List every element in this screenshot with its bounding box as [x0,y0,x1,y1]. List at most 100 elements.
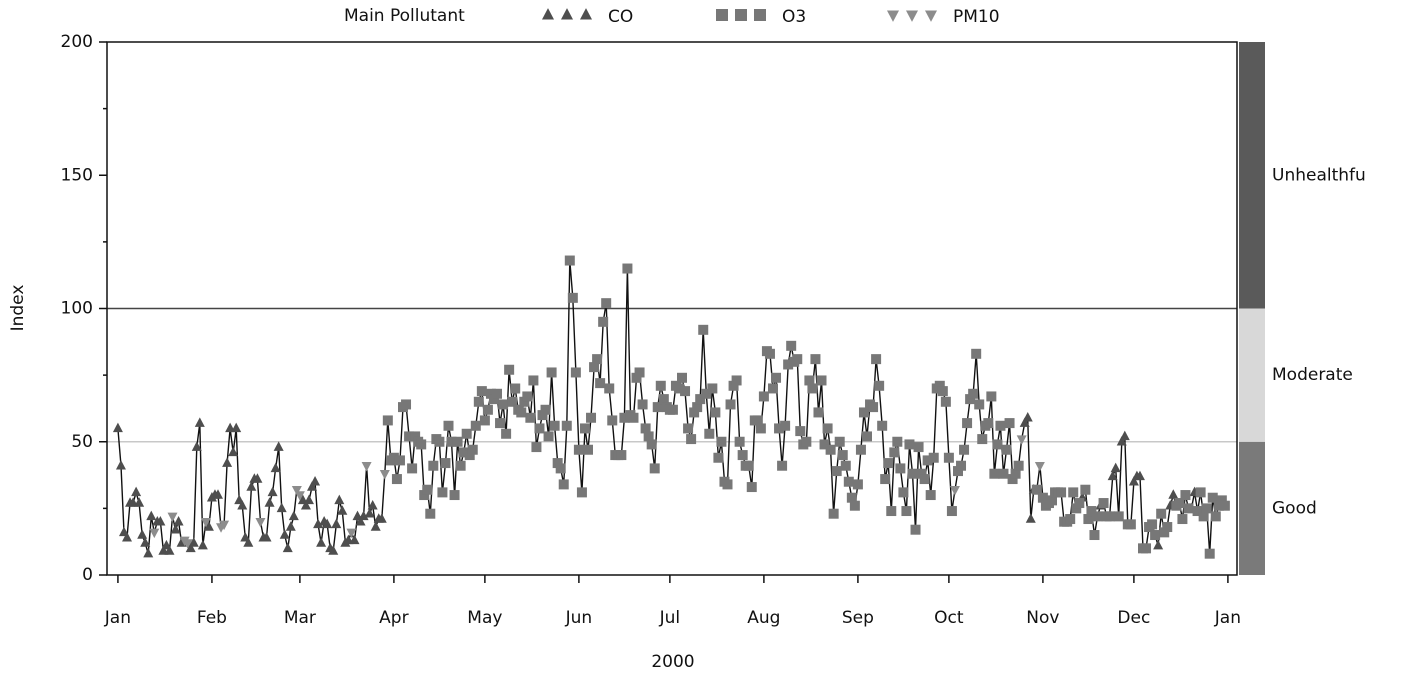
x-tick-label: Nov [1026,608,1059,628]
marker [1022,412,1033,422]
marker [1180,490,1191,501]
marker [549,420,560,431]
marker [1204,548,1215,559]
marker [358,510,369,521]
marker [795,426,806,437]
marker [983,418,994,429]
marker [825,444,836,455]
band-label: Moderate [1272,365,1353,385]
marker [810,354,821,365]
marker [962,418,973,429]
marker [155,515,166,526]
y-tick-label: 0 [82,565,93,585]
marker [337,505,348,515]
marker [449,490,460,501]
y-axis-label: Index [8,285,28,332]
x-axis-label: 2000 [651,652,694,672]
marker [589,362,600,373]
marker [616,450,627,461]
x-tick-label: Feb [197,608,227,628]
marker [813,407,824,418]
marker [1013,460,1024,471]
marker [834,436,845,447]
marker [300,499,311,510]
marker [261,531,272,542]
marker [1210,511,1221,522]
marker [391,474,402,485]
marker [640,423,651,434]
marker [977,434,988,445]
marker [698,324,709,335]
marker [1128,475,1139,486]
marker [1153,539,1164,550]
marker [310,475,321,486]
marker [149,528,160,539]
marker [291,485,302,496]
marker [725,399,736,410]
marker [222,457,233,467]
marker [1047,495,1058,506]
marker [194,417,205,427]
marker [422,484,433,495]
marker [1207,492,1218,503]
marker [376,513,387,523]
marker [498,399,509,410]
x-tick-label: Jan [1214,608,1241,628]
marker [1116,436,1127,446]
marker [346,528,357,539]
marker [989,468,1000,479]
marker [276,502,287,513]
marker [928,452,939,463]
marker [525,412,536,423]
marker [877,420,888,431]
marker [862,431,873,442]
marker [522,391,533,402]
marker [643,431,654,442]
marker [686,434,697,445]
marker [777,460,788,471]
marker [1080,484,1091,495]
marker [164,545,175,555]
marker [974,399,985,410]
legend-marker [716,9,728,21]
marker [1141,543,1152,554]
marker [746,482,757,493]
marker [771,372,782,383]
marker [146,510,157,521]
band-label: Good [1272,498,1317,518]
marker [1107,470,1118,481]
marker [540,404,551,415]
marker [425,508,436,519]
x-tick-label: Jun [565,608,593,628]
marker [855,444,866,455]
marker [1004,418,1015,429]
marker [895,463,906,474]
marker [495,418,506,429]
legend-marker [542,8,554,20]
marker [516,407,527,418]
marker [801,436,812,447]
marker [1025,513,1036,523]
marker [880,474,891,485]
marker [197,539,208,550]
band [1239,441,1265,575]
marker [667,404,678,415]
y-tick-label: 100 [61,299,93,319]
marker [764,348,775,359]
marker [1198,511,1209,522]
marker [479,415,490,426]
marker [1177,514,1188,525]
marker [956,460,967,471]
legend-label: PM10 [953,7,1000,27]
marker [188,537,199,547]
marker [328,545,339,555]
marker [270,462,281,473]
marker [1104,511,1115,522]
legend-label: O3 [782,7,806,27]
marker [946,506,957,517]
marker [285,521,296,531]
marker [1201,503,1212,514]
marker [1219,500,1230,511]
marker [555,463,566,474]
